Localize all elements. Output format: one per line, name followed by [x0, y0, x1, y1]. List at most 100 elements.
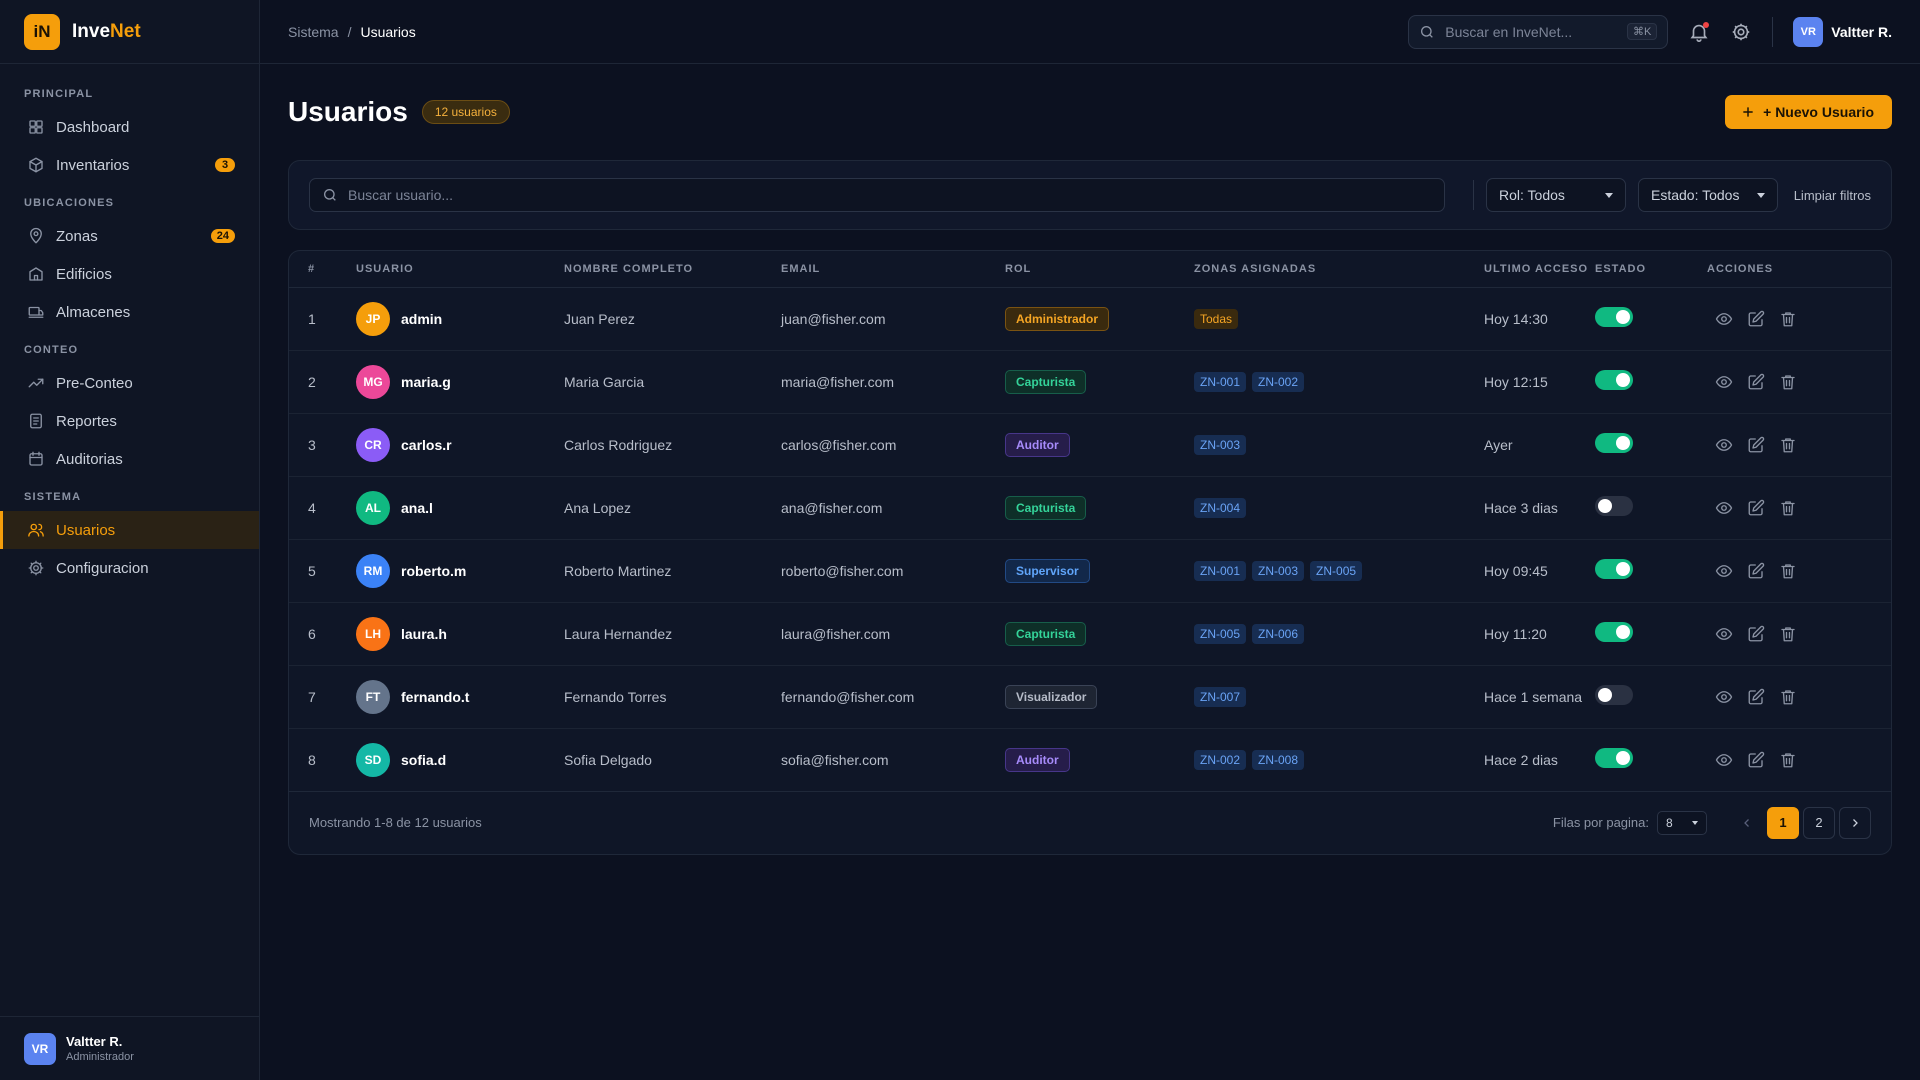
toggle-knob [1616, 373, 1630, 387]
status-toggle[interactable] [1595, 433, 1633, 453]
sidebar-item-almacenes[interactable]: Almacenes [0, 293, 259, 331]
status-toggle[interactable] [1595, 370, 1633, 390]
sidebar-item-auditorias[interactable]: Auditorias [0, 440, 259, 478]
eye-icon[interactable] [1715, 373, 1733, 391]
trash-icon[interactable] [1779, 310, 1797, 328]
sidebar-item-edificios[interactable]: Edificios [0, 255, 259, 293]
table-row[interactable]: 5 RM roberto.m Roberto Martinez roberto@fish… [289, 539, 1891, 603]
sidebar-nav: PRINCIPAL Dashboard Inventarios 3 UBICACIONE… [0, 88, 259, 587]
clear-filters-button[interactable]: Limpiar filtros [1793, 187, 1871, 203]
sidebar-item-reportes[interactable]: Reportes [0, 402, 259, 440]
sidebar-item-label: Inventarios [56, 156, 130, 174]
caret-down-icon [1757, 192, 1765, 198]
sidebar-item-zonas[interactable]: Zonas 24 [0, 217, 259, 255]
sidebar-item-dashboard[interactable]: Dashboard [0, 108, 259, 146]
edit-icon[interactable] [1747, 688, 1765, 706]
table-row[interactable]: 6 LH laura.h Laura Hernandez laura@fisher.co… [289, 602, 1891, 666]
edit-icon[interactable] [1747, 625, 1765, 643]
status-toggle[interactable] [1595, 496, 1633, 516]
toggle-knob [1616, 562, 1630, 576]
search-shortcut: ⌘K [1626, 23, 1658, 40]
trash-icon[interactable] [1779, 436, 1797, 454]
page-button-2[interactable]: 2 [1803, 806, 1835, 839]
full-name: Laura Hernandez [564, 602, 781, 666]
table-row[interactable]: 1 JP admin Juan Perez juan@fisher.com Adminis… [289, 287, 1891, 351]
status-toggle[interactable] [1595, 685, 1633, 705]
breadcrumb-separator: / [347, 23, 352, 40]
status-toggle[interactable] [1595, 748, 1633, 768]
sidebar-item-inventarios[interactable]: Inventarios 3 [0, 146, 259, 184]
trash-icon[interactable] [1779, 688, 1797, 706]
gear-icon[interactable] [1730, 21, 1752, 43]
table-row[interactable]: 4 AL ana.l Ana Lopez ana@fisher.com Capturist… [289, 476, 1891, 540]
last-access: Hace 2 dias [1484, 728, 1595, 792]
avatar: RM [356, 553, 390, 588]
status-toggle[interactable] [1595, 307, 1633, 327]
sidebar-item-configuracion[interactable]: Configuracion [0, 549, 259, 587]
header-ultimo-acceso[interactable]: ULTIMO ACCESO [1484, 251, 1595, 288]
status-filter-select[interactable]: Estado: Todos [1638, 178, 1778, 212]
page-button-1[interactable]: 1 [1767, 806, 1799, 839]
trash-icon[interactable] [1779, 373, 1797, 391]
edit-icon[interactable] [1747, 373, 1765, 391]
table-row[interactable]: 3 CR carlos.r Carlos Rodriguez carlos@fisher… [289, 413, 1891, 477]
edit-icon[interactable] [1747, 499, 1765, 517]
global-search-input[interactable]: Buscar en InveNet... ⌘K [1408, 14, 1669, 49]
edit-icon[interactable] [1747, 751, 1765, 769]
sidebar-item-usuarios[interactable]: Usuarios [0, 511, 259, 549]
header-usuario[interactable]: USUARIO [356, 251, 564, 288]
breadcrumb-sistema[interactable]: Sistema [288, 23, 339, 40]
eye-icon[interactable] [1715, 562, 1733, 580]
eye-icon[interactable] [1715, 625, 1733, 643]
sidebar-item-label: Auditorias [56, 450, 123, 468]
warehouse-icon [27, 303, 45, 321]
table-row[interactable]: 2 MG maria.g Maria Garcia maria@fisher.com Ca… [289, 350, 1891, 414]
trash-icon[interactable] [1779, 499, 1797, 517]
role-badge: Visualizador [1005, 684, 1098, 709]
user-name: Valtter R. [1831, 23, 1892, 40]
eye-icon[interactable] [1715, 310, 1733, 328]
email: roberto@fisher.com [781, 539, 1005, 603]
topbar: Sistema / Usuarios Buscar en InveNet... … [260, 0, 1920, 64]
email: maria@fisher.com [781, 350, 1005, 414]
user-menu[interactable]: VR Valtter R. [1793, 16, 1892, 47]
role-filter-select[interactable]: Rol: Todos [1486, 178, 1626, 212]
edit-icon[interactable] [1747, 310, 1765, 328]
divider [1473, 180, 1474, 210]
edit-icon[interactable] [1747, 562, 1765, 580]
eye-icon[interactable] [1715, 688, 1733, 706]
status-toggle[interactable] [1595, 622, 1633, 642]
report-icon [27, 412, 45, 430]
prev-page-button[interactable] [1731, 807, 1763, 839]
trash-icon[interactable] [1779, 751, 1797, 769]
sidebar-user[interactable]: VR Valtter R. Administrador [0, 1016, 259, 1080]
role-badge: Auditor [1005, 747, 1070, 772]
last-access: Hoy 09:45 [1484, 539, 1595, 603]
eye-icon[interactable] [1715, 499, 1733, 517]
trash-icon[interactable] [1779, 625, 1797, 643]
edit-icon[interactable] [1747, 436, 1765, 454]
next-page-button[interactable] [1839, 806, 1871, 839]
email: sofia@fisher.com [781, 728, 1005, 792]
users-table-card: # USUARIO NOMBRE COMPLETO EMAIL ROL ZONA… [288, 250, 1892, 855]
email: juan@fisher.com [781, 287, 1005, 351]
table-row[interactable]: 8 SD sofia.d Sofia Delgado sofia@fisher.com A… [289, 728, 1891, 792]
brand[interactable]: iN InveNet [0, 0, 259, 64]
trash-icon[interactable] [1779, 562, 1797, 580]
new-user-button[interactable]: + Nuevo Usuario [1725, 95, 1892, 129]
status-toggle[interactable] [1595, 559, 1633, 579]
eye-icon[interactable] [1715, 436, 1733, 454]
rows-per-page-select[interactable]: 8 [1657, 810, 1707, 835]
full-name: Sofia Delgado [564, 728, 781, 792]
zones-cell: ZN-001 ZN-003 ZN-005 [1194, 539, 1484, 603]
header-email[interactable]: EMAIL [781, 251, 1005, 288]
header-rol[interactable]: ROL [1005, 251, 1194, 288]
table-row[interactable]: 7 FT fernando.t Fernando Torres fernando@fis… [289, 665, 1891, 729]
bell-icon[interactable] [1688, 21, 1710, 43]
sidebar-item-pre-conteo[interactable]: Pre-Conteo [0, 364, 259, 402]
user-search-input[interactable]: Buscar usuario... [309, 178, 1445, 212]
header-nombre[interactable]: NOMBRE COMPLETO [564, 251, 781, 288]
eye-icon[interactable] [1715, 751, 1733, 769]
main-content: Usuarios 12 usuarios + Nuevo Usuario Bus… [288, 64, 1892, 855]
